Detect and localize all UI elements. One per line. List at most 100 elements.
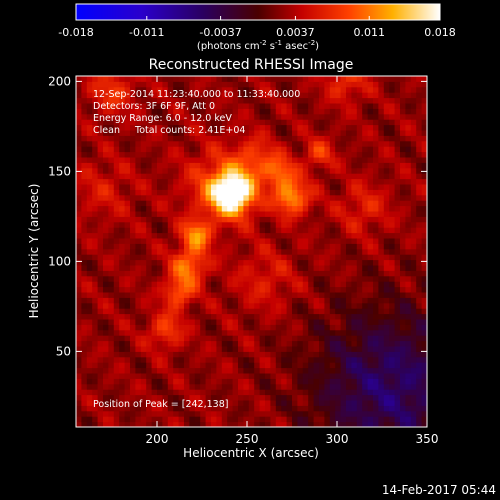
- heatmap-cell: [346, 340, 352, 347]
- heatmap-cell: [178, 103, 185, 109]
- heatmap-cell: [383, 373, 390, 379]
- heatmap-cell: [97, 184, 104, 190]
- heatmap-cell: [178, 286, 185, 293]
- heatmap-cell: [400, 130, 406, 136]
- heatmap-cell: [113, 400, 120, 406]
- heatmap-cell: [356, 113, 363, 120]
- heatmap-cell: [238, 324, 244, 331]
- heatmap-cell: [124, 167, 131, 174]
- heatmap-cell: [162, 135, 169, 142]
- heatmap-cell: [130, 324, 136, 331]
- heatmap-cell: [351, 265, 358, 271]
- heatmap-cell: [297, 265, 304, 271]
- heatmap-cell: [205, 410, 212, 417]
- heatmap-cell: [178, 389, 185, 396]
- heatmap-cell: [302, 238, 309, 244]
- heatmap-cell: [167, 130, 174, 136]
- heatmap-cell: [173, 313, 180, 320]
- heatmap-cell: [189, 362, 196, 369]
- heatmap-cell: [308, 130, 315, 136]
- heatmap-cell: [97, 173, 104, 180]
- heatmap-cell: [394, 103, 401, 109]
- heatmap-cell: [394, 184, 401, 190]
- heatmap-cell: [146, 194, 153, 201]
- heatmap-cell: [313, 146, 320, 153]
- heatmap-cell: [308, 205, 315, 212]
- heatmap-cell: [421, 335, 428, 342]
- heatmap-cell: [302, 340, 309, 347]
- heatmap-cell: [265, 162, 271, 169]
- heatmap-cell: [259, 421, 266, 428]
- heatmap-cell: [108, 281, 115, 288]
- heatmap-cell: [270, 373, 277, 379]
- heatmap-cell: [410, 135, 417, 142]
- heatmap-cell: [184, 248, 190, 255]
- heatmap-cell: [351, 232, 358, 239]
- heatmap-cell: [200, 259, 207, 266]
- heatmap-cell: [113, 265, 120, 271]
- heatmap-cell: [329, 367, 336, 374]
- heatmap-cell: [151, 313, 158, 320]
- heatmap-cell: [356, 248, 363, 255]
- heatmap-cell: [329, 356, 336, 363]
- heatmap-cell: [140, 400, 147, 406]
- heatmap-cell: [405, 346, 412, 352]
- heatmap-cell: [167, 146, 174, 153]
- heatmap-cell: [86, 113, 93, 120]
- heatmap-cell: [81, 81, 88, 88]
- heatmap-cell: [389, 232, 396, 239]
- heatmap-cell: [400, 324, 406, 331]
- heatmap-cell: [184, 394, 190, 401]
- heatmap-cell: [194, 119, 201, 126]
- heatmap-cell: [346, 286, 352, 293]
- heatmap-cell: [200, 389, 207, 396]
- heatmap-cell: [81, 113, 88, 120]
- heatmap-cell: [232, 227, 239, 234]
- heatmap-cell: [373, 194, 379, 201]
- heatmap-cell: [146, 378, 153, 385]
- heatmap-cell: [297, 346, 304, 352]
- heatmap-cell: [162, 162, 169, 169]
- heatmap-cell: [227, 97, 234, 104]
- heatmap-cell: [178, 200, 185, 207]
- heatmap-cell: [205, 329, 212, 336]
- heatmap-cell: [400, 421, 406, 428]
- heatmap-cell: [216, 76, 223, 82]
- heatmap-cell: [200, 367, 207, 374]
- heatmap-cell: [151, 167, 158, 174]
- heatmap-cell: [292, 113, 298, 120]
- heatmap-cell: [243, 389, 250, 396]
- heatmap-cell: [270, 243, 277, 250]
- heatmap-cell: [151, 319, 158, 325]
- heatmap-cell: [265, 124, 271, 131]
- heatmap-cell: [221, 205, 228, 212]
- heatmap-cell: [200, 238, 207, 244]
- heatmap-cell: [286, 292, 293, 298]
- heatmap-cell: [259, 308, 266, 315]
- heatmap-cell: [421, 146, 428, 153]
- heatmap-cell: [113, 405, 120, 412]
- heatmap-cell: [130, 119, 136, 126]
- heatmap-cell: [76, 356, 82, 363]
- heatmap-cell: [319, 410, 325, 417]
- heatmap-cell: [162, 221, 169, 228]
- heatmap-cell: [189, 394, 196, 401]
- heatmap-cell: [162, 275, 169, 282]
- heatmap-cell: [400, 297, 406, 304]
- heatmap-cell: [243, 313, 250, 320]
- heatmap-cell: [243, 335, 250, 342]
- heatmap-cell: [232, 416, 239, 423]
- heatmap-cell: [410, 378, 417, 385]
- heatmap-cell: [383, 216, 390, 223]
- heatmap-cell: [211, 367, 217, 374]
- heatmap-cell: [351, 135, 358, 142]
- heatmap-cell: [76, 194, 82, 201]
- heatmap-cell: [103, 113, 109, 120]
- heatmap-cell: [146, 275, 153, 282]
- heatmap-cell: [340, 205, 347, 212]
- heatmap-cell: [281, 351, 288, 358]
- heatmap-cell: [340, 259, 347, 266]
- heatmap-cell: [410, 92, 417, 99]
- heatmap-cell: [351, 173, 358, 180]
- heatmap-cell: [151, 394, 158, 401]
